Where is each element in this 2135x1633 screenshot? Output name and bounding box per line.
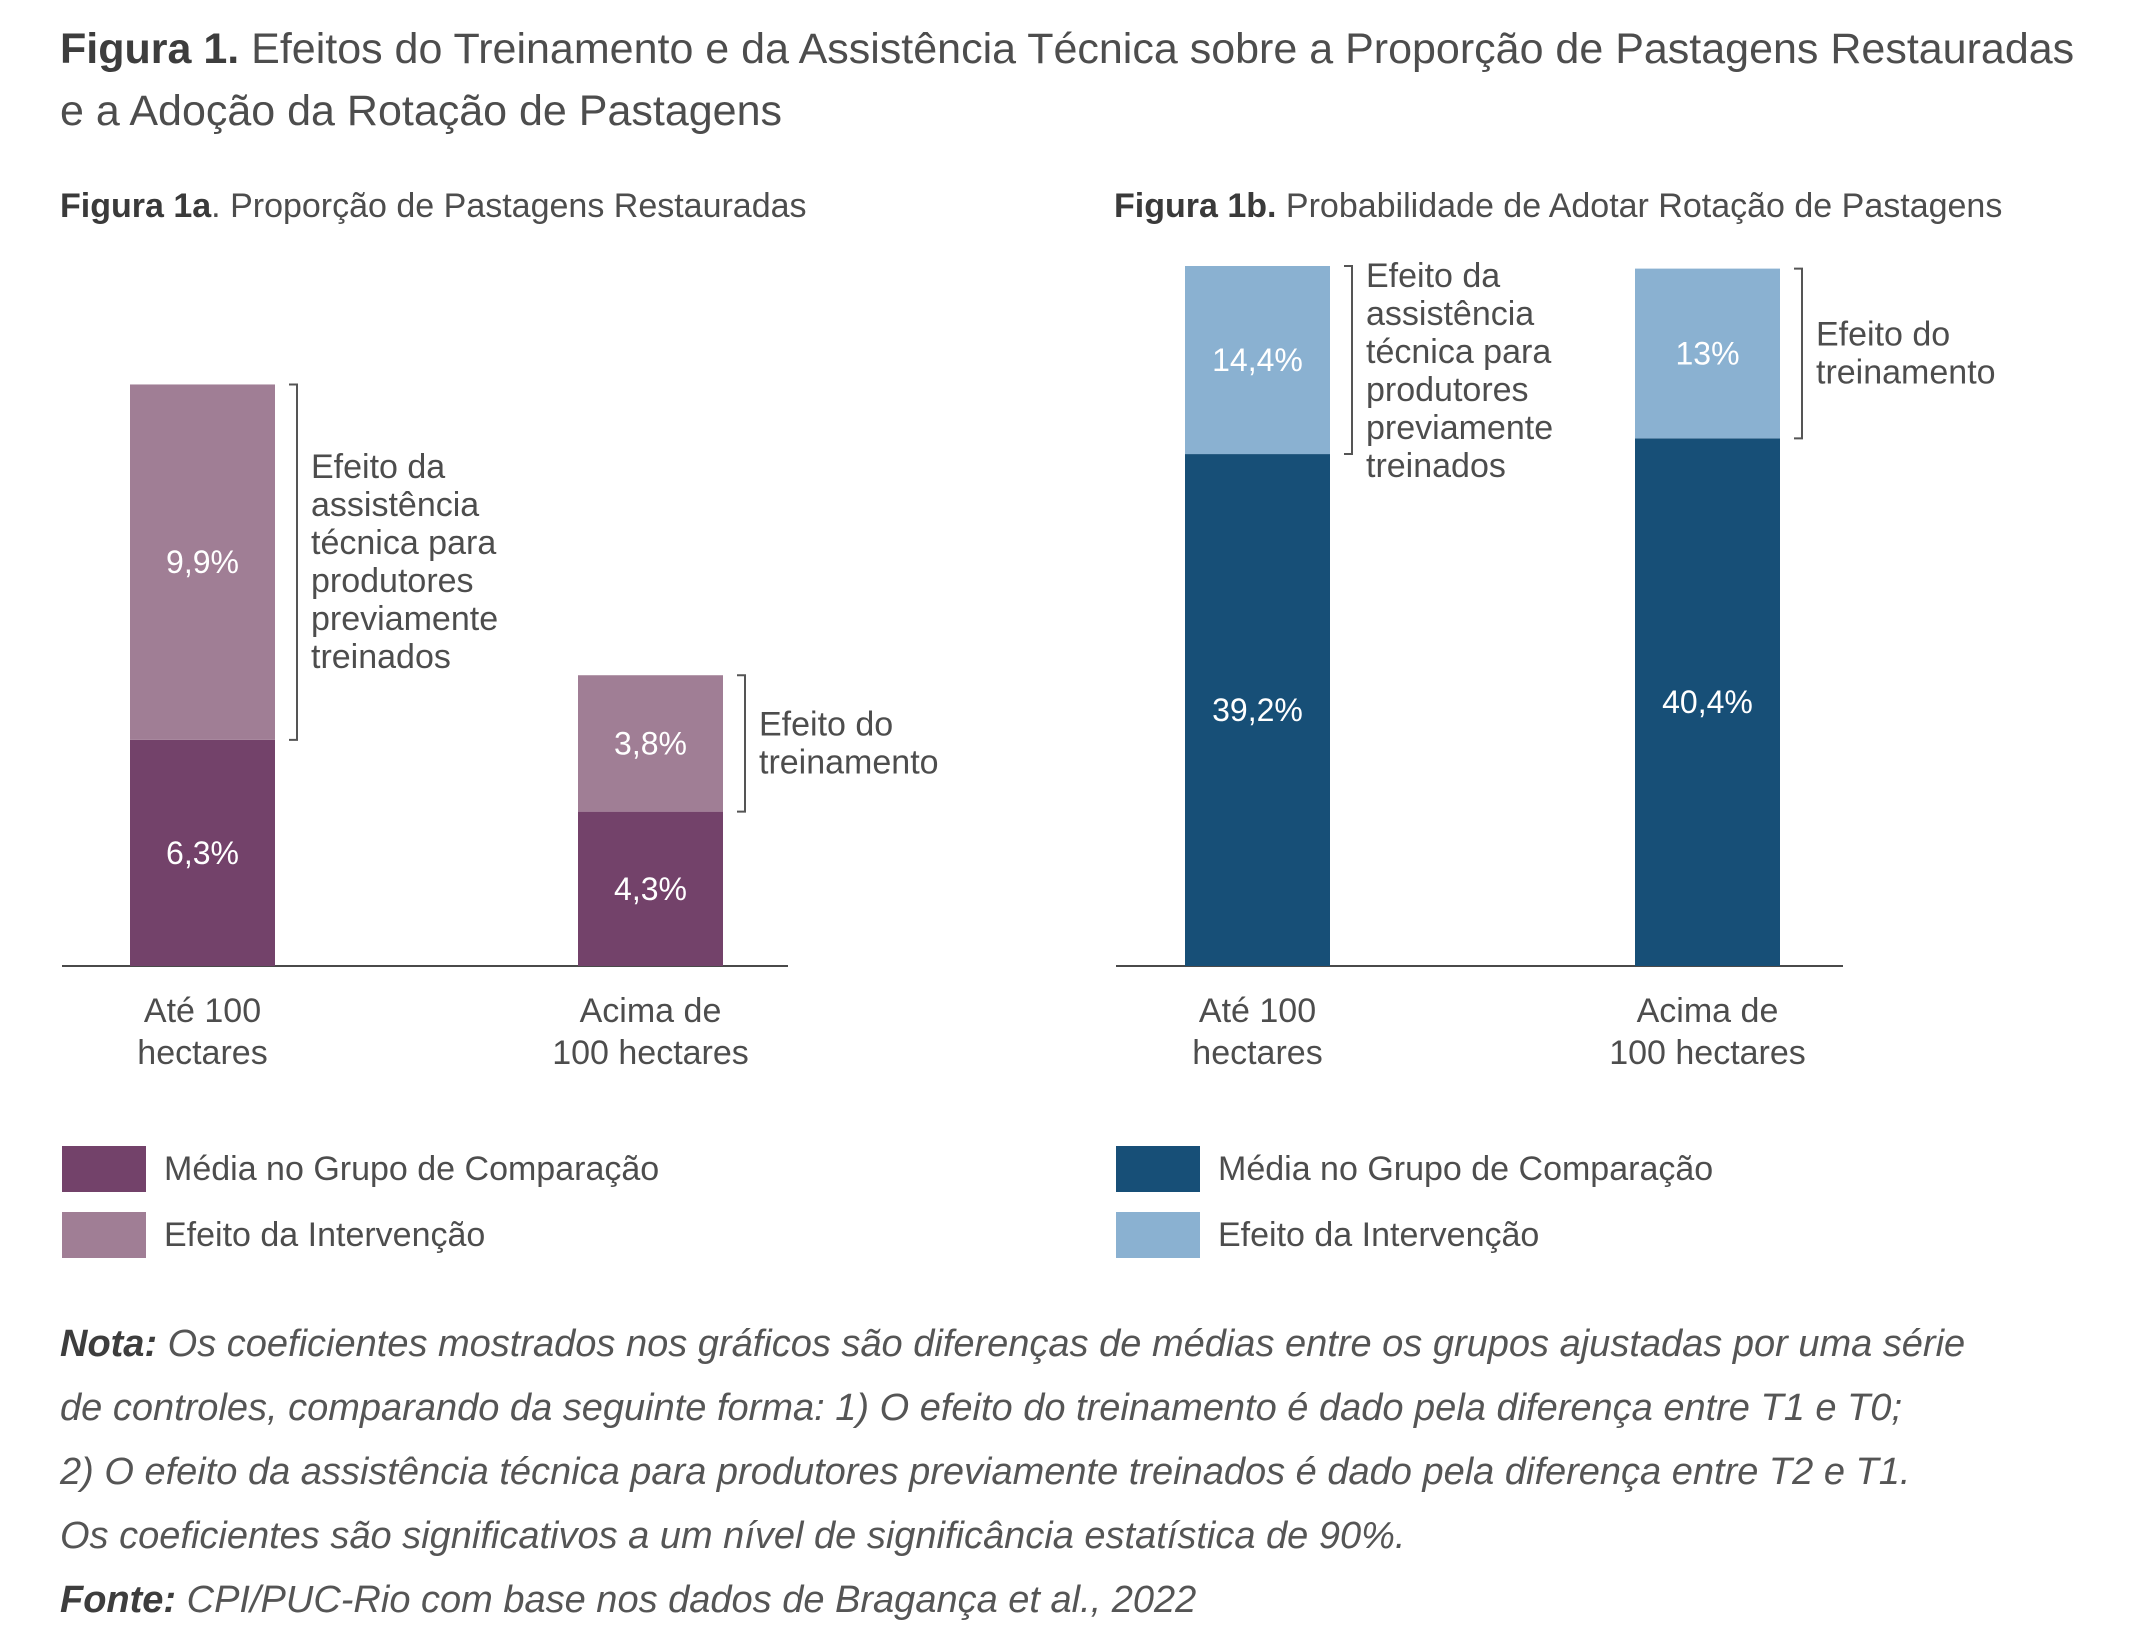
legend-a-item-intervention: Efeito da Intervenção (62, 1212, 659, 1258)
chart-a-bar-1-label-0: 4,3% (614, 871, 687, 907)
chart-a-category-label-0-line-1: hectares (137, 1034, 267, 1072)
note-line-3: Os coeficientes são significativos a um … (60, 1515, 1406, 1557)
chart-b-annotation-0-line-3: produtores (1366, 371, 1529, 409)
note-line-2: 2) O efeito da assistência técnica para … (60, 1451, 1911, 1493)
chart-a-bar-0-label-1: 9,9% (166, 544, 239, 580)
chart-b-category-label-0-line-1: hectares (1192, 1034, 1322, 1072)
legend-b-label-comparison: Média no Grupo de Comparação (1218, 1150, 1714, 1188)
chart-b-bar-1-segment-1 (1635, 268, 1780, 439)
chart-a-bar-0-segment-0 (130, 739, 275, 966)
chart-a-category-label-1-line-1: 100 hectares (552, 1034, 749, 1072)
chart-b-annotation-0-line-2: técnica para (1366, 333, 1551, 371)
chart-b-category-label-0-line-0: Até 100 (1199, 992, 1316, 1030)
chart-b-bar-1-label-1: 13% (1675, 336, 1739, 372)
chart-a-annotation-1-line-0: Efeito do (759, 705, 893, 743)
legend-b-swatch-intervention (1116, 1212, 1200, 1258)
chart-a-title: Figura 1a. Proporção de Pastagens Restau… (60, 184, 807, 228)
chart-a-annotation-0-line-2: técnica para (311, 524, 496, 562)
chart-a-annotation-0-line-1: assistência (311, 486, 479, 524)
source-text: CPI/PUC-Rio com base nos dados de Bragan… (186, 1579, 1197, 1621)
chart-b-annotation-0-line-0: Efeito da (1366, 257, 1500, 295)
legend-b-swatch-comparison (1116, 1146, 1200, 1192)
chart-a-annotation-0-line-3: produtores (311, 562, 474, 600)
chart-b-bar-1-label-0: 40,4% (1662, 684, 1753, 720)
chart-b-bar-0-label-0: 39,2% (1212, 692, 1303, 728)
legend-a: Média no Grupo de Comparação Efeito da I… (62, 1146, 659, 1258)
source-label: Fonte: (60, 1579, 177, 1621)
chart-b-category-label-1-line-1: 100 hectares (1609, 1034, 1806, 1072)
legend-a-label-comparison: Média no Grupo de Comparação (164, 1150, 660, 1188)
chart-b-bar-0-label-1: 14,4% (1212, 342, 1303, 378)
note-text-0: Os coeficientes mostrados nos gráficos s… (167, 1323, 1966, 1365)
chart-a-bar-1-label-1: 3,8% (614, 725, 687, 761)
legend-a-swatch-intervention (62, 1212, 146, 1258)
note-line-1: de controles, comparando da seguinte for… (60, 1387, 1902, 1429)
chart-b-annotation-1-line-0: Efeito do (1816, 316, 1950, 354)
chart-b-annotation-0-line-4: previamente (1366, 409, 1553, 447)
legend-a-label-intervention: Efeito da Intervenção (164, 1216, 486, 1254)
chart-b-title-text: Probabilidade de Adotar Rotação de Pasta… (1285, 187, 2003, 225)
chart-a-bar-1-segment-1 (578, 675, 723, 812)
chart-a-category-label-1-line-0: Acima de (580, 992, 722, 1030)
chart-a-title-prefix: Figura 1a (60, 187, 212, 225)
chart-a-bar-0-label-0: 6,3% (166, 835, 239, 871)
chart-a-bar-1-segment-0 (578, 811, 723, 966)
legend-b-item-comparison: Média no Grupo de Comparação (1116, 1146, 1713, 1192)
figure-title-prefix: Figura 1. (60, 25, 240, 73)
legend-b: Média no Grupo de Comparação Efeito da I… (1116, 1146, 1713, 1258)
chart-b-bar-0-segment-1 (1185, 266, 1330, 455)
chart-b-bar-1-segment-0 (1635, 438, 1780, 966)
chart-b-title: Figura 1b. Probabilidade de Adotar Rotaç… (1114, 184, 2002, 228)
figure-title: Figura 1. Efeitos do Treinamento e da As… (60, 18, 2100, 142)
chart-a-annotation-0-line-0: Efeito da (311, 448, 445, 486)
chart-a-title-text: . Proporção de Pastagens Restauradas (211, 187, 807, 225)
chart-a-category-label-0-line-0: Até 100 (144, 992, 261, 1030)
chart-a-annotation-0-line-4: previamente (311, 600, 498, 638)
source-line: Fonte: CPI/PUC-Rio com base nos dados de… (60, 1568, 2110, 1632)
legend-a-swatch-comparison (62, 1146, 146, 1192)
chart-a-annotation-0-line-5: treinados (311, 638, 451, 676)
note-line-0: Nota: Os coeficientes mostrados nos gráf… (60, 1312, 2110, 1376)
chart-a-bar-0-segment-1 (130, 384, 275, 740)
chart-b-bar-0-segment-0 (1185, 454, 1330, 966)
chart-b-annotation-1-line-1: treinamento (1816, 354, 1996, 392)
chart-b-bracket-0 (1344, 265, 1353, 456)
chart-b-category-label-1-line-0: Acima de (1637, 992, 1779, 1030)
chart-b-title-prefix: Figura 1b. (1114, 187, 1277, 225)
notes: Nota: Os coeficientes mostrados nos gráf… (60, 1312, 2110, 1632)
chart-a-bracket-1 (737, 674, 746, 813)
figure-title-text: Efeitos do Treinamento e da Assistência … (60, 25, 2075, 135)
chart-b-annotation-0-line-1: assistência (1366, 295, 1534, 333)
note-label: Nota: (60, 1323, 158, 1365)
legend-b-label-intervention: Efeito da Intervenção (1218, 1216, 1540, 1254)
chart-b-annotation-0-line-5: treinados (1366, 447, 1506, 485)
chart-a-annotation-1-line-1: treinamento (759, 743, 939, 781)
chart-a-bracket-0 (289, 383, 298, 741)
chart-b-bracket-1 (1794, 267, 1803, 440)
legend-a-item-comparison: Média no Grupo de Comparação (62, 1146, 659, 1192)
legend-b-item-intervention: Efeito da Intervenção (1116, 1212, 1713, 1258)
